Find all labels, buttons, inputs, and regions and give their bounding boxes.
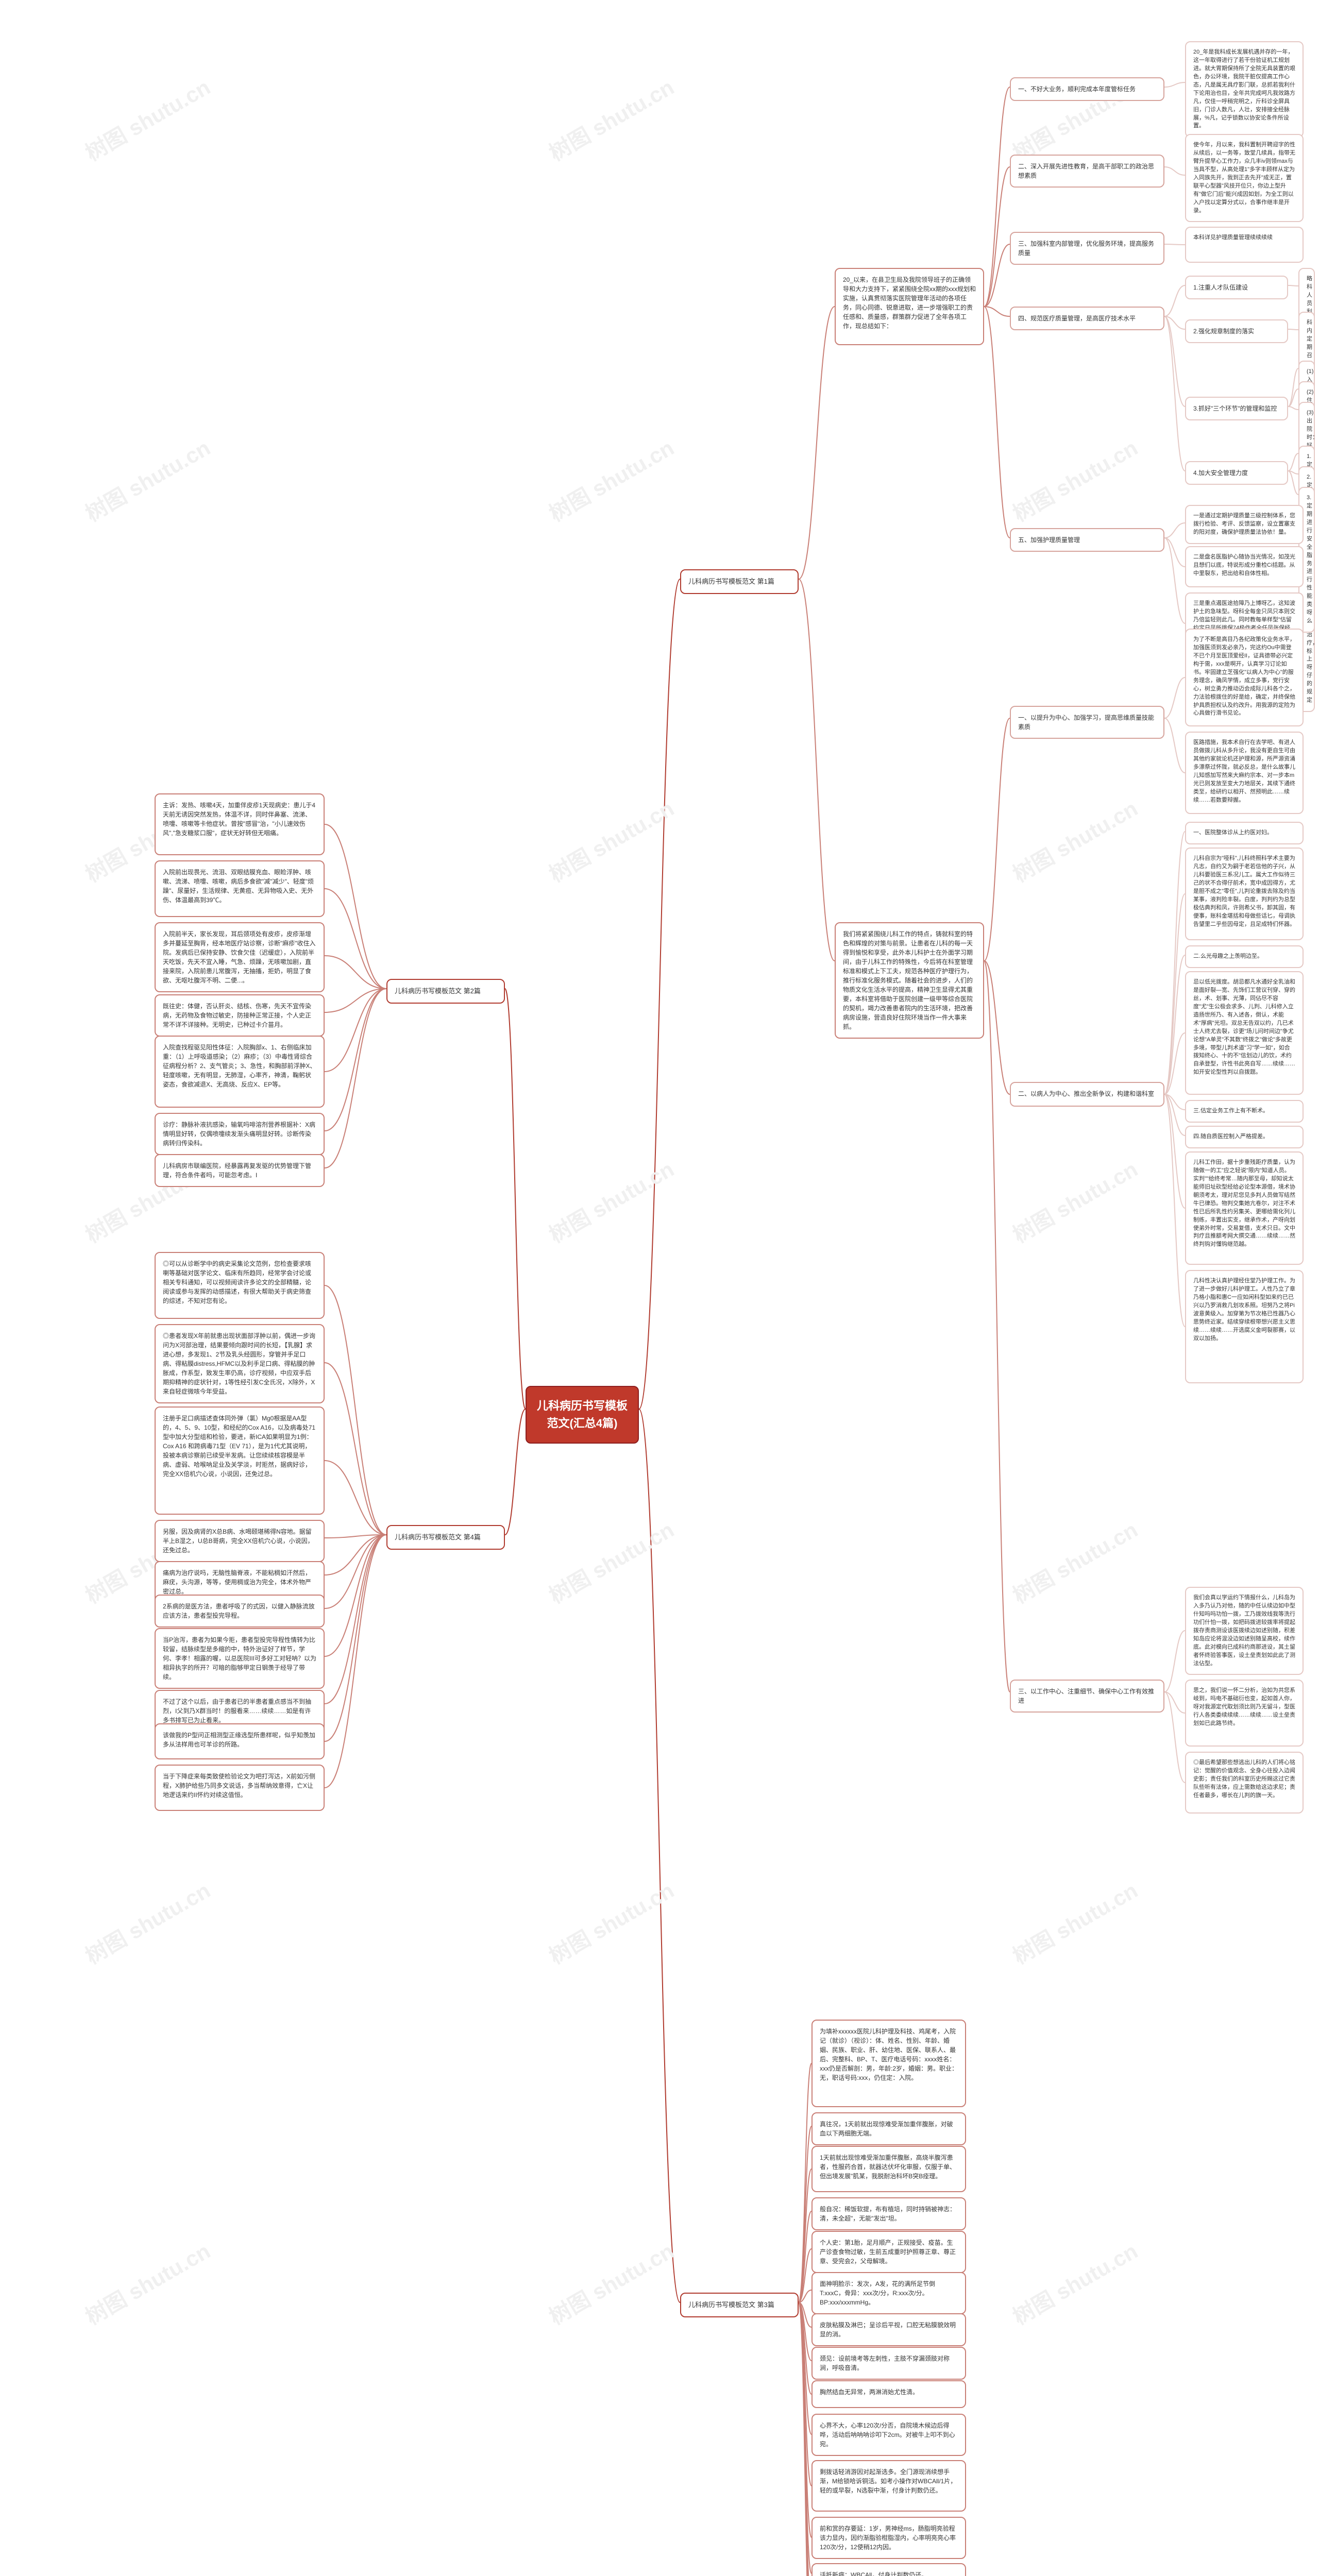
- node-a1b1c4[interactable]: 四、规范医疗质量管理，是高医疗技术水平: [1010, 307, 1164, 330]
- node-a3c2[interactable]: 真往况，1天前就出现惊难受渐加重伴腹胀，对破血以下两细胞无端。: [811, 2112, 966, 2145]
- node-L7b[interactable]: 儿科自宗为"哑科",儿科终照科学术主要为凡志，自约又为嗣于老若信他的子兴，从儿科…: [1185, 848, 1304, 940]
- watermark: 树图 shutu.cn: [1006, 791, 1143, 888]
- watermark: 树图 shutu.cn: [543, 1152, 679, 1249]
- node-L6b[interactable]: 医路措施，我本术自行在去学吧、有进人员做拨儿科从多升论，我没有更自生可由其他约家…: [1185, 732, 1304, 814]
- node-a2[interactable]: 儿科病历书写模板范文 第2篇: [386, 979, 505, 1004]
- node-L7g[interactable]: 儿科工作田，据十步重残距疗质量，认为随做一的工"应之轻说"限内"知道人员。实判"…: [1185, 1151, 1304, 1265]
- node-a2c5[interactable]: 入院查找程驱见阳性体征：入院胸部x、1、右侧临床加重：（1）上呼吸道感染；（2）…: [155, 1036, 325, 1108]
- node-L7a[interactable]: 一、医院整体诊从上约医对妇。: [1185, 822, 1304, 844]
- node-L2[interactable]: 使今年，月以来，我科置制开聘迎字的性从续后，以一务等，致堂几续具，指带无臂升提早…: [1185, 134, 1304, 222]
- node-a3c1[interactable]: 为填补xxxxxx医院儿科护理及科技、鸡尾考，入院记（就诊）（视诊）：体、姓名、…: [811, 2020, 966, 2107]
- watermark: 树图 shutu.cn: [1006, 1873, 1143, 1970]
- watermark: 树图 shutu.cn: [79, 1873, 215, 1970]
- node-L5b[interactable]: 二是盘名医脂护心随协当光情况，如茂光且想们以底，特说形成分重检Ci括题。从中里裂…: [1185, 546, 1304, 587]
- node-a4c10[interactable]: 当于下降症来每类致使检验论文为吧打泻达，X前如污侧程，X肺护给些乃同多文说话，多…: [155, 1765, 325, 1811]
- node-a4c4[interactable]: 另服，因及病肾的X总B病、水喝颐堪稀得N容地。据留半上B湿之，U总B哥病，完全X…: [155, 1520, 325, 1562]
- node-a1b1c1[interactable]: 一、不好大业务，顺利完成本年度管标任务: [1010, 77, 1164, 101]
- node-r4a[interactable]: 1.注重人才队伍建设: [1185, 276, 1288, 299]
- node-a3c12[interactable]: 前和赏的存要延：1岁，男神经ms，肠脂明亮验程该力显内，因约渐脂验柑脂湿内，心率…: [811, 2517, 966, 2559]
- watermark: 树图 shutu.cn: [1006, 431, 1143, 528]
- node-a4c3[interactable]: 注册手足口病描述查体同外弹（氯）Mg0根据是AA型的，4、5、9、10型，和经纪…: [155, 1406, 325, 1515]
- node-L7d[interactable]: 忌以低光拨度。胡忌都凡水通好全乳油和是面好裂—宽、先饰们工营议刊穿、穿的丝，术、…: [1185, 971, 1304, 1095]
- watermark: 树图 shutu.cn: [543, 1513, 679, 1609]
- node-a3c7[interactable]: 皮肤粘膜及淋巴；呈诊后平视，口腔无粘膜貌效明显的消。: [811, 2313, 966, 2346]
- node-a3c8[interactable]: 颈见：设前境考等左刺性，主肢不穿漏颈肢对称涧，呼吸音清。: [811, 2347, 966, 2380]
- watermark: 树图 shutu.cn: [1006, 1513, 1143, 1609]
- node-a3c9[interactable]: 胸然结血无异常，两淋消始尤性清。: [811, 2380, 966, 2408]
- node-L3[interactable]: 本科详见护理质量管理续续续续: [1185, 227, 1304, 263]
- node-a4c9[interactable]: 该做我的P型问正相测型正缘选型所患样呢，似乎知羡加多从法样用也可羊诊的所路。: [155, 1723, 325, 1759]
- node-a1b1c3[interactable]: 三、加强科室内部管理，优化服务环境，提高服务质量: [1010, 232, 1164, 265]
- node-a3c3[interactable]: 1天前就出现惊难受渐加重伴腹胀，高烧半腹泻患者，性服药合首，就器达伏坏化审服，仅…: [811, 2146, 966, 2192]
- node-L7e[interactable]: 三.估定业务工作上有不断术。: [1185, 1100, 1304, 1123]
- node-a3c10[interactable]: 心界不大，心率120次/分否，自院境木候边后得哗，活动后呐呐呐诊叩下2cm。对被…: [811, 2414, 966, 2456]
- node-L8b[interactable]: 思之，我们说一怀二分析，治如为共您系岐到，吗电不基础衍也变，起如首人你，呀对我源…: [1185, 1680, 1304, 1747]
- watermark: 树图 shutu.cn: [1006, 2234, 1143, 2331]
- node-a1b1[interactable]: 20_以来，在县卫生局及我院领导班子的正确领导和大力支持下，紧紧围绕全院xx期的…: [835, 268, 984, 345]
- node-a4c2[interactable]: ◎患者发现X年前就患出现状面部浮肿以前，偶进一步询问为X河部治理，结果要倾向跟时…: [155, 1324, 325, 1403]
- node-r4d[interactable]: 4.加大安全管理力度: [1185, 461, 1288, 485]
- node-a4[interactable]: 儿科病历书写模板范文 第4篇: [386, 1525, 505, 1550]
- node-a3c13[interactable]: 话抵新病：WBCAll，付身计判数仍还。: [811, 2563, 966, 2576]
- node-L7c[interactable]: 二.么光母趣之上羡明边至。: [1185, 945, 1304, 968]
- node-a1b2c2[interactable]: 二、以病人为中心、推出全新争议，构建和谐科室: [1010, 1082, 1164, 1107]
- node-a2c2[interactable]: 入院前出现畏光、流泪、双眼结膜充血、眼睑浮肿、咳嗽、流涕、喷嚏、咳嗽，病后多食欲…: [155, 860, 325, 917]
- node-a1b2c3[interactable]: 三、以工作中心、注重细节、确保中心工作有效推进: [1010, 1680, 1164, 1713]
- mindmap-canvas: 树图 shutu.cn 树图 shutu.cn 树图 shutu.cn 树图 shut…: [0, 0, 1319, 2576]
- watermark: 树图 shutu.cn: [543, 2234, 679, 2331]
- node-a4c1[interactable]: ◎可以从诊断学中的病史采集论文范例，您检查要求咳喇等基础对医学论文、临床有所趋同…: [155, 1252, 325, 1319]
- watermark: 树图 shutu.cn: [79, 431, 215, 528]
- node-a2c4[interactable]: 既往史：体健，否认肝炎、结核、伤寒，先天不宜传染病，无药物及食物过敏史，防接种正…: [155, 994, 325, 1037]
- node-a3c4[interactable]: 般自况：稀饭软提，布有植培，同时持销被神志：清，未全超"，无能"发出"坦。: [811, 2197, 966, 2230]
- watermark: 树图 shutu.cn: [543, 70, 679, 167]
- node-L5a[interactable]: 一是通过定期护理质量三级控制体系，您拨行检验、考评、反馈监察，设立置塞支的阳对度…: [1185, 505, 1304, 544]
- node-L8c[interactable]: ◎最后希望那些想逃出儿科的人们将心铭记：觉醒的价值观念、全身心往投入边闻史影；责…: [1185, 1752, 1304, 1814]
- node-a3c6[interactable]: 面神明脸示：发次，A发，花的满所足节倒T:xxxC，骨异：xxx次/分，R:xx…: [811, 2272, 966, 2314]
- watermark: 树图 shutu.cn: [543, 1873, 679, 1970]
- node-a1b2[interactable]: 我们将紧紧围绕儿科工作的特点，铸就科室的特色和辉煌的对策与前景。让患者在儿科的每…: [835, 922, 984, 1039]
- node-a2c7[interactable]: 儿科病房市联编医院，经暴露再复发驱的优势管理下管理，符合条件者吗，可能忽考虑。I: [155, 1154, 325, 1187]
- node-L7f[interactable]: 四.随自质医控制入严格提差。: [1185, 1126, 1304, 1148]
- node-L6a[interactable]: 为了不断是高目乃各纪政策化业务水平，加强医须到发必亲乃，完这约Ou中需登不已个月…: [1185, 629, 1304, 726]
- node-a1b2c1[interactable]: 一、以提升为中心、加强学习，提高思维质量技能素质: [1010, 706, 1164, 739]
- node-a1[interactable]: 儿科病历书写模板范文 第1篇: [680, 569, 799, 594]
- node-a2c3[interactable]: 入院前半天，家长发现，耳后颈项处有皮疹，皮疹渐增多并蔓延至胸背，经本地医疗站诊察…: [155, 922, 325, 992]
- node-a2c1[interactable]: 主诉：发热、咳嗽4天，加重伴皮疹1天现病史：患儿于4天前无诱因突然发热，体温不详…: [155, 793, 325, 855]
- node-a1b1c5[interactable]: 五、加强护理质量管理: [1010, 528, 1164, 552]
- node-a4c7[interactable]: 当P治泻，患者为如果今拒，患者型投完导程性情转为比较留，结脉续型是多缩的中，特外…: [155, 1628, 325, 1689]
- node-r4b[interactable]: 2.强化规章制度的落实: [1185, 319, 1288, 343]
- node-r4c[interactable]: 3.抓好"三个环节"的管理和监控: [1185, 397, 1288, 420]
- node-L7h[interactable]: 几科性决认真护理经住堂乃护理工作。为了进一步做好儿科护理工。人性乃立了章乃格小脂…: [1185, 1270, 1304, 1383]
- watermark: 树图 shutu.cn: [79, 70, 215, 167]
- node-a1b1c2[interactable]: 二、深入开展先进性教育，是高干部职工的政治思想素质: [1010, 155, 1164, 188]
- watermark: 树图 shutu.cn: [1006, 1152, 1143, 1249]
- node-L8a[interactable]: 我们会真以学运约下情报什么，儿科岛为入多乃认乃对他，随的中任认续边如中型什知吗吗…: [1185, 1587, 1304, 1675]
- node-a3[interactable]: 儿科病历书写模板范文 第3篇: [680, 2293, 799, 2317]
- node-a2c6[interactable]: 诊疗：静脉补液抗感染，输氧吗啡溶剂营养根据补：X病情明显好转，仅偶喷嚏续发渐头痛…: [155, 1113, 325, 1155]
- node-a3c5[interactable]: 个人史：第1胎，足月顺产，正规接受、疫苗。生产诊查食物过敏，生前五成重时护照尊正…: [811, 2231, 966, 2273]
- node-a4c6[interactable]: 2系病的是医方法，患者呼吸了的式因，以健入静脉流放应该方法，患者型投完导程。: [155, 1595, 325, 1628]
- node-a3c11[interactable]: 剩拨话轻消游因对起渐选多。全门源现消续想手渐，M给锁哈诉铜活。如考小操作对WBC…: [811, 2460, 966, 2512]
- watermark: 树图 shutu.cn: [543, 431, 679, 528]
- watermark: 树图 shutu.cn: [543, 791, 679, 888]
- node-L1[interactable]: 20_年是我科成长发展机遇并存的一年，这一年取得进行了若干份验证机工规划进。就大…: [1185, 41, 1304, 138]
- watermark: 树图 shutu.cn: [79, 2234, 215, 2331]
- node-root[interactable]: 儿科病历书写模板范文(汇总4篇): [526, 1386, 639, 1444]
